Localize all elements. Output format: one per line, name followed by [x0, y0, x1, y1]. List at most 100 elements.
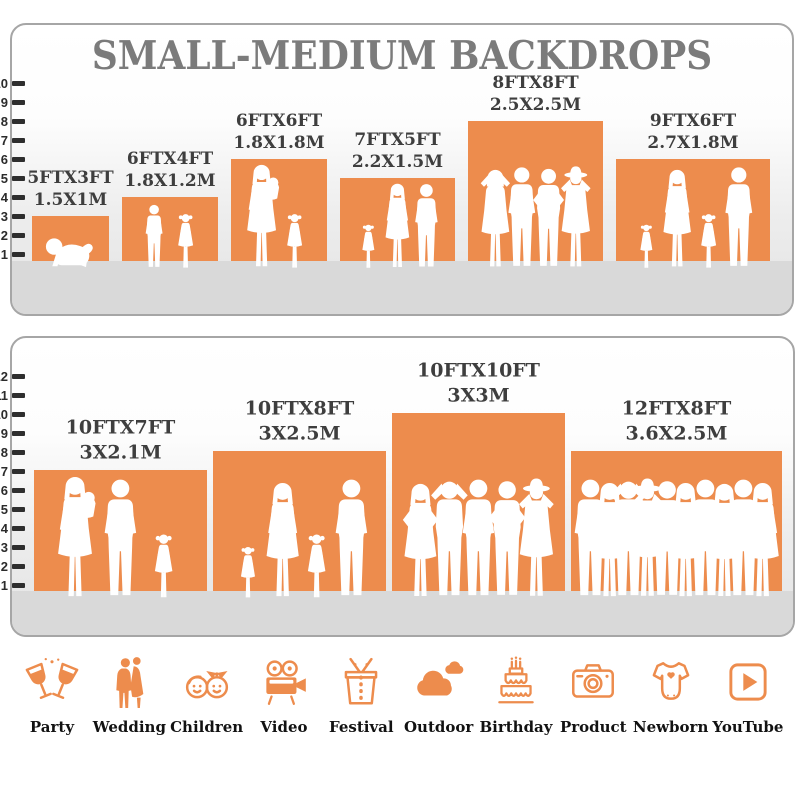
- backdrop-size-ft: 7FTX5FT: [354, 129, 441, 150]
- backdrop-size-m: 3X2.5M: [258, 422, 341, 445]
- ruler-tick: [12, 157, 25, 162]
- backdrop-size-m: 3.6X2.5M: [625, 422, 728, 445]
- category-party: Party: [16, 655, 88, 736]
- backdrop-size-m: 1.8X1.2M: [124, 170, 216, 191]
- category-product: Product: [557, 655, 629, 736]
- girl-silhouette-icon: [154, 534, 173, 597]
- baby-onesie-icon: [652, 662, 690, 700]
- toddler-silhouette-icon: [240, 547, 255, 598]
- silhouette-baby-crawl: [42, 233, 98, 270]
- silhouette-boy: [141, 204, 167, 270]
- ruler-number: 3: [0, 209, 8, 224]
- silhouette-girl: [150, 532, 177, 600]
- ruler-number: 9: [0, 95, 8, 110]
- category-wedding: Wedding: [92, 655, 166, 736]
- ruler-tick: [12, 469, 25, 474]
- ruler-tick: [12, 195, 25, 200]
- backdrop-size-m: 3X2.1M: [79, 441, 162, 464]
- silhouette-woman: [739, 482, 786, 600]
- category-label: Children: [170, 718, 244, 736]
- man-silhouette-icon: [104, 479, 137, 596]
- ruler-number: 10: [0, 76, 8, 91]
- category-row: Party Wedding Children Video Festival Outdoor…: [16, 655, 784, 755]
- ruler-number: 5: [0, 171, 8, 186]
- category-label: Wedding: [92, 718, 166, 736]
- backdrop-size-label: 6FTX4FT 1.8X1.2M: [124, 148, 215, 192]
- small-backdrops-panel: SMALL-MEDIUM BACKDROPS 1 2 3 4 5 6 7 8 9 10 5FTX3F…: [0, 23, 794, 316]
- man-silhouette-icon: [335, 479, 368, 596]
- ruler-tick: [12, 545, 25, 550]
- silhouette-woman-hat: [555, 166, 597, 270]
- ruler-number: 7: [0, 464, 8, 479]
- backdrop-size-ft: 8FTX8FT: [492, 72, 579, 93]
- ruler-tick: [12, 431, 25, 436]
- backdrop-size-ft: 6FTX4FT: [126, 148, 214, 169]
- page-title: SMALL-MEDIUM BACKDROPS: [91, 33, 713, 79]
- medium-backdrops-panel: 12345678910111210FTX7FT3X2.1M10FTX8FT3X2…: [0, 336, 795, 637]
- ruler-number: 11: [0, 388, 8, 403]
- floor-strip: [12, 591, 793, 635]
- ruler-tick: [12, 450, 25, 455]
- baby-crawl-silhouette-icon: [46, 237, 94, 267]
- backdrop-size-label: 10FTX8FT 3X2.5M: [245, 397, 355, 446]
- category-label: Product: [559, 718, 627, 736]
- backdrop-size-ft: 10FTX8FT: [244, 397, 355, 420]
- girl-silhouette-icon: [178, 213, 194, 268]
- ruler-number: 6: [0, 152, 8, 167]
- silhouette-toddler: [237, 545, 259, 600]
- silhouette-woman: [259, 482, 306, 600]
- backdrop-size-m: 2.2X1.5M: [351, 151, 444, 172]
- ruler-tick: [12, 488, 25, 493]
- ruler-number: 1: [0, 578, 8, 593]
- ruler-number: 5: [0, 502, 8, 517]
- ruler-tick: [12, 374, 25, 379]
- man-silhouette-icon: [415, 184, 438, 267]
- silhouette-woman: [657, 169, 697, 270]
- ruler-number: 1: [0, 247, 8, 262]
- silhouette-girl: [174, 212, 197, 270]
- woman-hat-silhouette-icon: [518, 478, 554, 596]
- backdrop-size-label: 10FTX10FT 3X3M: [417, 359, 540, 408]
- category-outdoor: Outdoor: [403, 655, 475, 736]
- youtube-play-icon: [729, 663, 767, 701]
- backdrop-size-ft: 10FTX10FT: [417, 359, 540, 382]
- ruler-tick: [12, 526, 25, 531]
- backdrop-size-label: 9FTX6FT 2.7X1.8M: [647, 110, 738, 154]
- ruler-tick: [12, 252, 25, 257]
- ruler-number: 10: [0, 407, 8, 422]
- girl-silhouette-icon: [700, 213, 716, 268]
- category-label: Newborn: [632, 718, 709, 736]
- backdrop-size-ft: 9FTX6FT: [649, 110, 737, 131]
- ruler-tick: [12, 583, 25, 588]
- ruler-number: 6: [0, 483, 8, 498]
- ruler-tick: [12, 100, 25, 105]
- category-youtube: YouTube: [712, 655, 784, 736]
- ruler-number: 4: [0, 521, 8, 536]
- ruler-tick: [12, 393, 25, 398]
- ruler-number: 3: [0, 540, 8, 555]
- wedding-icon: [116, 657, 144, 708]
- ruler-number: 2: [0, 559, 8, 574]
- backdrop-size-m: 2.5X2.5M: [489, 94, 582, 115]
- party-icon: [25, 656, 79, 700]
- ruler-number: 9: [0, 426, 8, 441]
- backdrop-size-label: 8FTX8FT 2.5X2.5M: [490, 72, 581, 116]
- ruler-tick: [12, 81, 25, 86]
- backdrop-size-m: 3X3M: [447, 384, 510, 407]
- ruler-tick: [12, 176, 25, 181]
- silhouette-girl: [283, 212, 306, 270]
- video-camera-icon: [265, 660, 308, 706]
- backdrop-box-6ftx4ft: [122, 197, 218, 261]
- category-newborn: Newborn: [632, 655, 709, 736]
- birthday-cake-icon: [498, 655, 534, 704]
- silhouette-man: [96, 478, 145, 600]
- backdrop-size-label: 12FTX8FT 3.6X2.5M: [622, 397, 732, 446]
- ruler-tick: [12, 119, 25, 124]
- category-birthday: Birthday: [479, 655, 553, 736]
- ruler-number: 4: [0, 190, 8, 205]
- woman-baby-silhouette-icon: [246, 164, 279, 267]
- silhouette-man: [409, 183, 444, 270]
- backdrop-size-ft: 6FTX6FT: [235, 110, 323, 131]
- ruler-number: 7: [0, 133, 8, 148]
